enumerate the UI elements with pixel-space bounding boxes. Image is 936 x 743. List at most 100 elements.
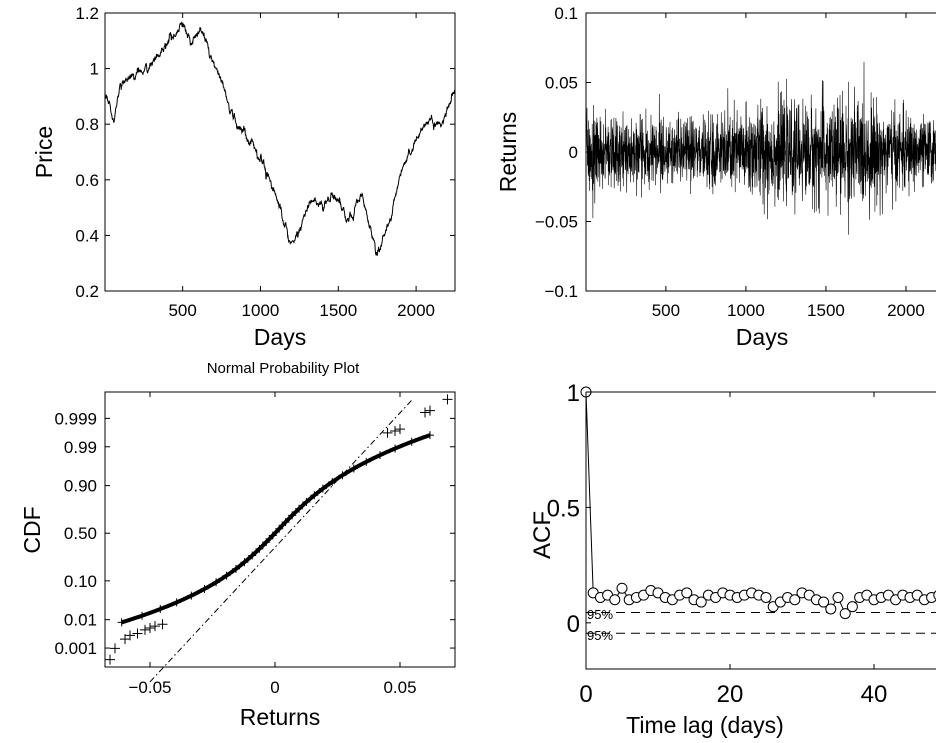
normplot-marker [231, 564, 240, 573]
normplot-marker [288, 511, 297, 520]
normplot-marker [268, 531, 277, 540]
normplot-tail-marker [390, 426, 400, 437]
normplot-ytick-label: 0.001 [54, 639, 97, 658]
returns-ytick-label: 0.05 [545, 74, 578, 93]
acf-xtick-label: 0 [579, 681, 592, 708]
normplot-marker [262, 538, 271, 547]
normplot-tail-marker [420, 407, 430, 418]
acf-series-line [585, 391, 936, 615]
price-ytick-label: 0.4 [75, 226, 99, 245]
normplot-ytick-label: 0.50 [64, 524, 97, 543]
normplot-tail-marker [157, 619, 168, 630]
normplot-marker [248, 551, 257, 560]
normplot-ytick-label: 0.99 [64, 438, 97, 457]
acf-point [760, 591, 772, 603]
normplot-xtick-label: 0.05 [383, 678, 416, 697]
normplot-tail-marker [442, 394, 453, 405]
normplot-marker [391, 444, 400, 453]
acf-ytick-label: 0 [567, 611, 580, 638]
normplot-ytick-label: 0.01 [64, 611, 97, 630]
normplot-marker [375, 451, 384, 460]
normplot-title: Normal Probability Plot [207, 360, 360, 377]
acf-ticks-group: 0 20 40 0 0.5 1 [547, 380, 888, 708]
acf-series-group [580, 386, 936, 634]
normplot-marker [338, 471, 347, 480]
normplot-tail-marker [382, 427, 393, 438]
normplot-marker [349, 464, 358, 473]
normplot-marker [407, 437, 416, 446]
acf-ytick-label: 0.5 [547, 495, 580, 522]
normplot-marker [138, 611, 147, 620]
acf-chart: 0 20 40 0 0.5 1 95% 95% Time lag (days) ACF [529, 380, 936, 738]
price-series-line [104, 21, 455, 257]
normplot-ytick-label: 0.90 [64, 477, 97, 496]
acf-xlabel: Time lag (days) [626, 712, 784, 738]
normplot-tail-marker [110, 643, 120, 654]
normplot-marker [187, 591, 196, 600]
acf-ytick-label: 1 [567, 380, 580, 407]
acf-point [616, 582, 628, 594]
normplot-tail-marker [395, 424, 405, 435]
acf-point [818, 596, 830, 608]
returns-xlabel: Days [736, 324, 788, 350]
normplot-marker [425, 431, 434, 440]
normplot-marker [172, 598, 181, 607]
normplot-marker [200, 584, 209, 593]
normplot-marker [281, 518, 290, 527]
normplot-marker [310, 491, 319, 500]
normplot-marker [117, 618, 126, 627]
acf-plot-frame [585, 391, 936, 670]
price-ytick-label: 0.6 [75, 171, 99, 190]
returns-ytick-label: 0 [569, 143, 578, 162]
normplot-tail-marker [150, 621, 160, 632]
returns-xtick-label: 2000 [887, 301, 925, 320]
returns-series-group [585, 61, 936, 235]
price-ytick-label: 0.2 [75, 282, 99, 301]
normplot-marker [362, 457, 371, 466]
price-chart: 500 1000 1500 2000 0.2 0.4 0.6 0.8 1 1.2 Days Pri… [31, 4, 456, 350]
normplot-ytick-label: 0.10 [64, 572, 97, 591]
acf-point [846, 601, 858, 613]
acf-point [681, 587, 693, 599]
acf-conf-label-upper: 95% [587, 607, 613, 622]
price-xtick-label: 1000 [242, 301, 280, 320]
acf-point [933, 590, 936, 600]
acf-xtick-label: 40 [861, 681, 888, 708]
normplot-marker [328, 477, 337, 486]
normplot-marker [318, 484, 327, 493]
returns-series-line [585, 61, 936, 235]
price-ytick-label: 1.2 [75, 4, 99, 23]
acf-point [832, 591, 844, 603]
normplot-marker [222, 571, 231, 580]
returns-xtick-label: 1000 [727, 301, 765, 320]
returns-ticks-group: 500 1000 1500 2000 −0.1 −0.05 0 0.05 0.1 [535, 4, 925, 320]
normplot-reference-line [149, 399, 413, 683]
normplot-ticks-group: −0.05 0 0.05 0.001 0.01 0.10 0.50 0.90 0.99 0.999 [54, 392, 455, 697]
normplot-tail-marker [425, 405, 435, 416]
acf-point [789, 594, 801, 606]
acf-conf-label-lower: 95% [587, 628, 613, 643]
normplot-tail-marker [125, 630, 135, 641]
normplot-tail-marker [145, 622, 155, 633]
price-xtick-label: 1500 [319, 301, 357, 320]
acf-xtick-label: 20 [717, 681, 744, 708]
acf-point [839, 608, 851, 620]
normplot-xtick-label: 0 [270, 678, 279, 697]
price-ylabel: Price [31, 126, 57, 178]
normplot-ytick-label: 0.999 [54, 409, 97, 428]
normplot-tail-marker [105, 654, 115, 665]
price-ytick-label: 0.8 [75, 115, 99, 134]
price-ticks-group: 500 1000 1500 2000 0.2 0.4 0.6 0.8 1 1.2 [75, 4, 455, 320]
returns-ytick-label: 0.1 [554, 4, 578, 23]
normplot-marker [255, 544, 264, 553]
normplot-ylabel: CDF [19, 506, 45, 553]
price-xlabel: Days [254, 324, 306, 350]
returns-ylabel: Returns [495, 112, 521, 193]
returns-ytick-label: −0.05 [535, 213, 578, 232]
price-plot-frame [104, 12, 456, 292]
normplot-plot-frame [104, 391, 456, 668]
returns-xtick-label: 1500 [807, 301, 845, 320]
normplot-marker [156, 605, 165, 614]
price-xtick-label: 2000 [397, 301, 435, 320]
